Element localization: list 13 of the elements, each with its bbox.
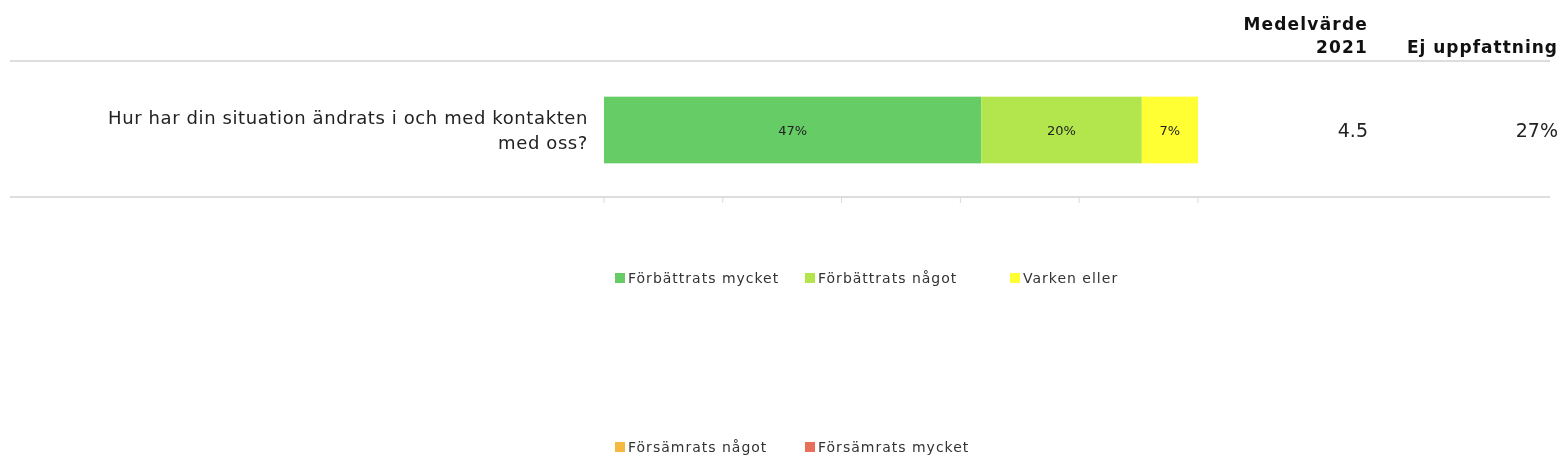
text: Medelvärde 2021: [1243, 14, 1368, 57]
y-tick-label: Hur har din situation ändrats i och med kontakten med oss?: [108, 106, 588, 153]
data-label: 20%: [1047, 122, 1076, 138]
text: Ej uppfattning: [1406, 37, 1558, 57]
legend-label: Varken eller: [1023, 270, 1119, 286]
legend-label: Försämrats något: [628, 439, 768, 455]
legend-label: Förbättrats mycket: [628, 270, 780, 286]
legend-label: Förbättrats något: [818, 270, 958, 286]
text: 4.5: [1337, 118, 1368, 141]
data-label: 7%: [1159, 122, 1181, 138]
legend-label: Försämrats mycket: [818, 439, 970, 455]
text: 27%: [1515, 118, 1558, 141]
data-label: 47%: [778, 122, 808, 138]
